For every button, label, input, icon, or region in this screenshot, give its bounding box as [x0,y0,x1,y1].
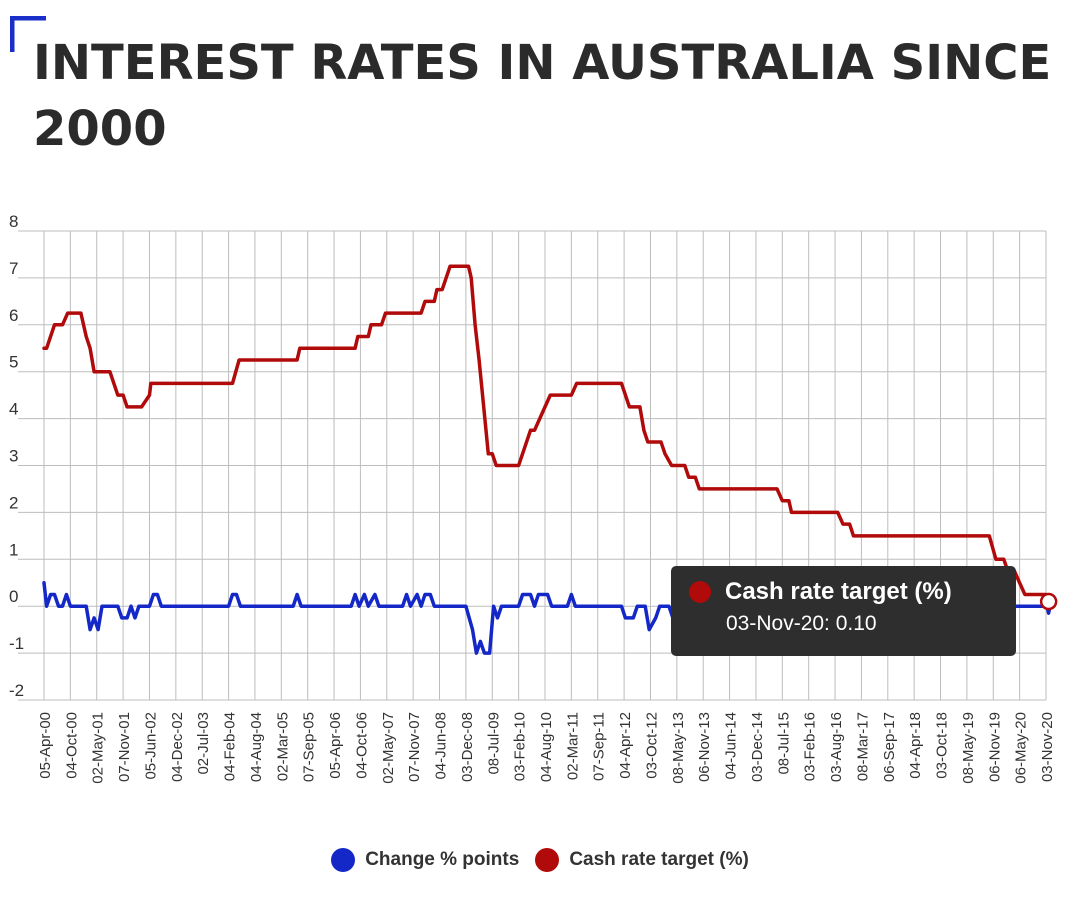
x-tick-label: 08-May-13 [670,712,687,784]
chart-series [42,264,1058,655]
y-tick-label: 6 [9,306,18,325]
legend-item-change[interactable]: Change % points [331,848,519,872]
x-tick-label: 02-Mar-05 [274,712,291,781]
chart-legend: Change % points Cash rate target (%) [0,848,1080,872]
series-line-cash-rate [42,264,1051,604]
x-tick-label: 04-Apr-12 [617,712,634,779]
legend-dot-change-icon [331,848,356,872]
x-tick-label: 04-Oct-00 [63,712,80,779]
x-tick-label: 06-Nov-19 [986,712,1003,782]
y-axis-ticks: 8 7 6 5 4 3 2 1 0 -1 -2 [9,212,24,700]
hover-point-marker[interactable] [1039,592,1058,611]
x-tick-label: 08-Jul-09 [485,712,502,775]
y-tick-label: 4 [9,400,18,419]
x-tick-label: 07-Nov-07 [406,712,423,782]
x-tick-label: 02-May-07 [380,712,397,784]
x-tick-label: 05-Apr-00 [37,712,54,779]
y-tick-label: 1 [9,540,18,559]
x-tick-label: 06-Sep-17 [881,712,898,782]
x-tick-label: 08-Mar-17 [854,712,871,781]
x-tick-label: 03-Oct-18 [934,712,951,779]
page-title: INTEREST RATES IN AUSTRALIA SINCE 2000 [33,35,1052,157]
y-tick-label: 3 [9,447,18,466]
legend-dot-cash-icon [535,848,560,872]
y-tick-label: 5 [9,353,18,372]
x-tick-label: 04-Oct-06 [353,712,370,779]
x-tick-label: 05-Apr-06 [327,712,344,779]
y-tick-label: 2 [9,493,18,512]
x-tick-label: 04-Aug-10 [538,712,555,782]
x-tick-label: 08-Jul-15 [775,712,792,775]
chart-tooltip: Cash rate target (%) 03-Nov-20: 0.10 [671,566,1016,656]
x-tick-label: 02-Jul-03 [195,712,212,775]
tooltip-date: 03-Nov-20: [726,612,830,635]
tooltip-series-label: Cash rate target (%) [725,578,952,605]
tooltip-value: 0.10 [835,612,877,635]
x-tick-label: 04-Jun-14 [723,712,740,780]
x-tick-label: 03-Dec-14 [749,712,766,782]
x-tick-label: 05-Jun-02 [142,712,159,780]
x-tick-label: 07-Sep-11 [591,712,608,781]
x-tick-label: 03-Nov-20 [1039,712,1056,782]
tooltip-series-dot-icon [689,581,711,603]
series-line-change [42,581,1052,655]
x-tick-label: 07-Nov-01 [116,712,133,782]
y-tick-label: 7 [9,259,18,278]
x-tick-label: 03-Dec-08 [459,712,476,782]
x-tick-label: 03-Feb-10 [512,712,529,781]
x-tick-label: 03-Oct-12 [643,712,660,779]
x-tick-label: 06-Nov-13 [696,712,713,782]
x-tick-label: 03-Aug-16 [828,712,845,782]
x-tick-label: 04-Aug-04 [248,712,265,782]
y-tick-label: 0 [9,587,18,606]
legend-label-change: Change % points [365,849,520,870]
x-tick-label: 04-Apr-18 [907,712,924,779]
x-tick-label: 03-Feb-16 [802,712,819,781]
x-tick-label: 08-May-19 [960,712,977,784]
x-tick-label: 07-Sep-05 [301,712,318,782]
x-tick-label: 02-May-01 [90,712,107,784]
y-tick-label: 8 [9,212,18,231]
chart-grid [18,230,1047,701]
y-tick-label: -2 [9,681,24,700]
corner-accent-icon [10,16,46,52]
y-tick-label: -1 [9,634,24,653]
x-axis-ticks: 05-Apr-00 04-Oct-00 02-May-01 07-Nov-01 05-J… [37,712,1056,784]
x-tick-label: 02-Mar-11 [564,712,581,780]
x-tick-label: 04-Dec-02 [169,712,186,782]
legend-label-cash: Cash rate target (%) [569,849,749,870]
x-tick-label: 04-Jun-08 [433,712,450,780]
legend-item-cash[interactable]: Cash rate target (%) [535,848,749,872]
x-tick-label: 06-May-20 [1013,712,1030,784]
x-tick-label: 04-Feb-04 [222,712,239,781]
